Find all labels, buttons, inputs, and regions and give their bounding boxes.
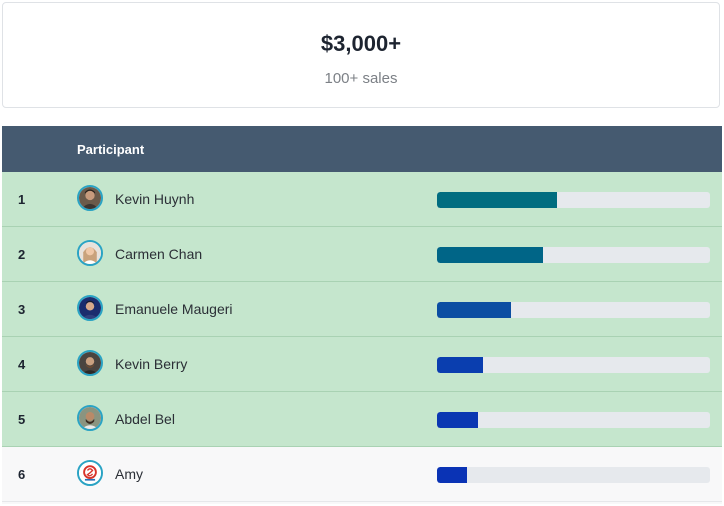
table-row[interactable]: 1 Kevin Huynh — [2, 172, 722, 227]
progress-bar — [437, 412, 710, 428]
progress-bar-fill — [437, 357, 484, 373]
participant-name: Kevin Huynh — [115, 191, 195, 207]
leaderboard-table: Participant 1 Kevin Huynh 2 — [2, 126, 722, 504]
avatar — [77, 460, 103, 486]
progress-bar-fill — [437, 412, 478, 428]
avatar — [77, 185, 103, 211]
table-row[interactable]: 3 Emanuele Maugeri — [2, 282, 722, 337]
participant-column-header: Participant — [77, 142, 145, 157]
progress-bar — [437, 247, 710, 263]
progress-bar — [437, 192, 710, 208]
prize-card: $3,000+ 100+ sales — [2, 2, 720, 108]
progress-bar — [437, 467, 710, 483]
progress-bar-fill — [437, 247, 544, 263]
table-row[interactable]: 4 Kevin Berry — [2, 337, 722, 392]
participant-name: Abdel Bel — [115, 411, 175, 427]
table-row[interactable]: 2 Carmen Chan — [2, 227, 722, 282]
table-row[interactable]: 5 Abdel Bel — [2, 392, 722, 447]
prize-amount: $3,000+ — [320, 31, 402, 56]
avatar — [77, 350, 103, 376]
participant-name: Amy — [115, 466, 143, 482]
progress-bar-fill — [437, 467, 468, 483]
table-row[interactable]: 6 Amy — [2, 447, 722, 502]
avatar — [77, 240, 103, 266]
rank-number: 3 — [18, 302, 26, 317]
avatar — [77, 405, 103, 431]
rank-number: 4 — [18, 357, 26, 372]
rank-number: 1 — [18, 192, 26, 207]
participant-name: Kevin Berry — [115, 356, 188, 372]
rank-number: 2 — [18, 247, 26, 262]
progress-bar-fill — [437, 192, 558, 208]
rank-number: 5 — [18, 412, 26, 427]
progress-bar-fill — [437, 302, 511, 318]
prize-subtitle: 100+ sales — [324, 70, 398, 87]
table-header: Participant — [2, 126, 722, 172]
participant-name: Carmen Chan — [115, 246, 203, 262]
avatar — [77, 295, 103, 321]
progress-bar — [437, 302, 710, 318]
progress-bar — [437, 357, 710, 373]
participant-name: Emanuele Maugeri — [115, 301, 233, 317]
rank-number: 6 — [18, 467, 26, 482]
